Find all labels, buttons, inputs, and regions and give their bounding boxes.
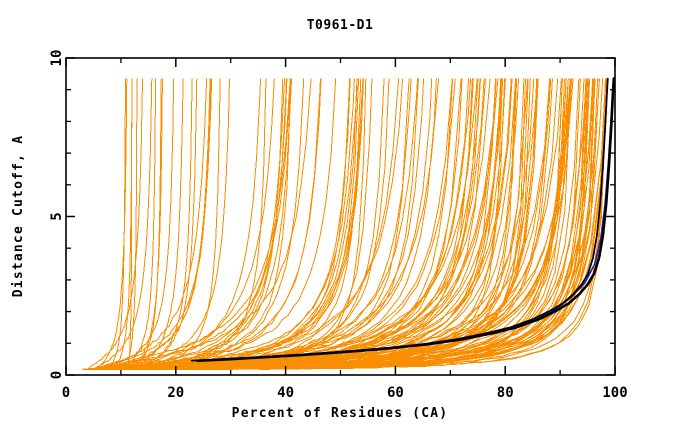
x-tick-label: 0 xyxy=(62,385,70,401)
y-tick-label: 5 xyxy=(49,212,65,220)
x-tick-label: 40 xyxy=(277,385,294,401)
prediction-curve xyxy=(95,78,291,370)
prediction-curve xyxy=(95,78,128,370)
x-tick-label: 80 xyxy=(497,385,514,401)
prediction-curve xyxy=(96,78,312,370)
chart-title: T0961-D1 xyxy=(307,18,374,33)
prediction-curve xyxy=(87,78,321,370)
x-tick-label: 20 xyxy=(167,385,184,401)
prediction-curve xyxy=(104,78,355,370)
best-model-curve xyxy=(190,77,609,362)
prediction-curve xyxy=(84,78,504,370)
prediction-curve xyxy=(86,78,144,370)
x-axis-ticks: 0 20 40 60 80 100 xyxy=(62,58,628,401)
prediction-curve xyxy=(145,78,594,371)
prediction-curve xyxy=(97,78,288,371)
y-tick-label: 0 xyxy=(49,371,65,379)
prediction-curve xyxy=(87,78,284,370)
y-tick-label: 10 xyxy=(49,50,65,67)
x-tick-label: 60 xyxy=(387,385,404,401)
y-axis-ticks: 0 5 10 xyxy=(49,50,615,379)
x-tick-label: 100 xyxy=(602,385,627,401)
prediction-curve xyxy=(186,105,608,371)
prediction-curve xyxy=(129,78,163,370)
y-axis-label: Distance Cutoff, A xyxy=(11,135,26,297)
data-curves-layer xyxy=(82,77,615,371)
prediction-curve xyxy=(125,78,184,370)
prediction-curve xyxy=(89,78,175,370)
prediction-curve xyxy=(127,78,133,370)
prediction-curve xyxy=(107,78,275,370)
prediction-curve xyxy=(92,78,213,371)
x-axis-label: Percent of Residues (CA) xyxy=(232,406,449,421)
prediction-curve xyxy=(154,78,590,370)
